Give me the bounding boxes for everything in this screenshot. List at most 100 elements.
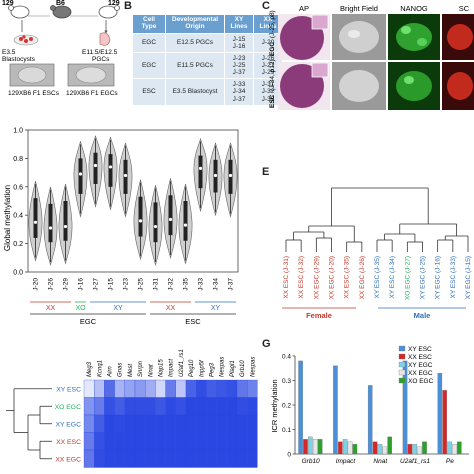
heatmap-cell [145,432,156,451]
heatmap-cell [155,414,166,433]
table-cell: J-20 [253,32,283,53]
heatmap-cell [216,449,227,468]
heatmap-cell [94,432,105,451]
heatmap-cell [94,449,105,468]
heatmap-cell [155,379,166,398]
imprint-methylation-heatmap: Meg3 Kcnq1 Airn Gnas Mest Snrpn Nnat Nap15 Impac… [6,349,258,468]
heatmap-cell [226,449,238,468]
table-header: XY Lines [224,14,254,34]
x-tick-label: Grb10 [302,458,320,465]
legend-swatch [398,361,406,368]
heatmap-cell [247,414,258,433]
heatmap-cell [206,379,217,398]
clustering-dendrogram: XX ESC (J-31) XX ESC (J-32) XX EGC (J-29) X… [282,187,472,320]
cell-line-table: Cell Type Developmental Origin XY Lines … [132,14,283,106]
heatmap-row-label: XX ESC [56,439,81,446]
y-tick-label: 0.4 [13,213,23,220]
bar [333,365,338,455]
y-tick-label: 0.3 [282,378,291,385]
x-tick-label: J-37 [228,278,235,291]
heatmap-cell [145,414,156,433]
bar [312,439,318,455]
violin-iqr-box [78,158,83,194]
heatmap-cell [124,414,136,433]
heatmap-cell [226,397,238,416]
heatmap-cell [196,432,207,451]
heatmap-cell [165,414,176,433]
heatmap-cell [196,449,207,468]
bar [457,441,462,455]
panel-g-letter: G [262,338,271,350]
male-cluster-label: Male [414,311,431,320]
dendrogram-leaf-label: XY EGC (J-16) [435,256,442,299]
violin-median-point [123,173,128,178]
heatmap-cell [124,397,136,416]
bar [417,446,422,455]
dendrogram-leaf-label: XX EGC (J-20) [329,256,336,299]
x-tick-label: Impact [336,458,357,465]
mouse-icon-right [98,5,120,19]
table-cell: J-15 J-16 [224,32,254,53]
heatmap-cell [196,414,207,433]
y-tick-label: 0 [287,452,291,459]
heatmap-column-label: Inpp5f [199,359,205,377]
column-label-brightfield: Bright Field [340,4,378,13]
table-cell: ESC [132,78,166,106]
violin-iqr-box [33,198,38,238]
heatmap-cell [175,397,187,416]
heatmap-cell [155,449,166,468]
group-label: XO [75,305,86,312]
strain-label-mid: B6 [56,0,65,7]
bar [352,444,358,455]
x-tick-label: J-25 [138,278,145,291]
dendrogram-leaf-label: XO EGC (J-27) [404,256,411,300]
heatmap-cell [185,379,197,398]
heatmap-column-label: Nespas [220,357,226,377]
heatmap-cell [104,379,115,398]
bar [402,360,408,455]
y-axis-label: Global methylation [3,185,12,251]
heatmap-column-label: Nnat [148,364,154,377]
heatmap-cell [94,397,105,416]
heatmap-cell [236,414,248,433]
bar [422,441,427,455]
heatmap-column-label: Plagl1 [230,360,236,377]
heatmap-cell [216,379,227,398]
violin-iqr-box [63,201,68,241]
legend-label: XX ESC [408,354,432,361]
bar [447,441,452,455]
legend-label: XO EGC [408,378,434,385]
group-label: XY [113,305,123,312]
female-cluster-label: Female [306,311,332,320]
heatmap-cell [83,379,95,398]
dendrogram-leaf-label: XX ESC (J-31) [283,256,290,299]
panel-e-letter: E [262,166,270,178]
dendrogram-leaf-label: XX ESC (J-32) [298,256,305,299]
heatmap-cell [134,397,146,416]
heatmap-cell [206,397,217,416]
x-tick-label: Pe [446,458,454,465]
heatmap-cell [104,449,115,468]
dendrogram-leaf-label: XY EGC (J-25) [420,256,427,299]
heatmap-cell [124,449,136,468]
x-tick-label: J-27 [93,278,100,291]
bar [372,441,378,455]
violin-iqr-box [93,152,98,184]
dendrogram-leaf-label: XX EGC (J-29) [313,256,320,299]
violin-median-point [183,223,188,227]
heatmap-cell [236,379,248,398]
blastocyst-stage-label: E3.5 Blastocysts [2,49,36,63]
legend-label: XY ESC [408,346,432,353]
heatmap-cell [196,397,207,416]
violin-iqr-box [138,196,143,237]
violin-median-point [228,173,233,178]
heatmap-cell [165,449,176,468]
table-cell: J-33 J-34 J-37 [224,78,254,106]
violin-iqr-box [48,203,53,243]
y-axis-label: ICR methylation [270,379,279,432]
x-tick-label: J-35 [183,278,190,291]
heatmap-row-label: XY EGC [55,421,81,428]
heatmap-cell [124,432,136,451]
heatmap-column-label: Gnas [118,363,124,377]
bar [452,444,457,455]
